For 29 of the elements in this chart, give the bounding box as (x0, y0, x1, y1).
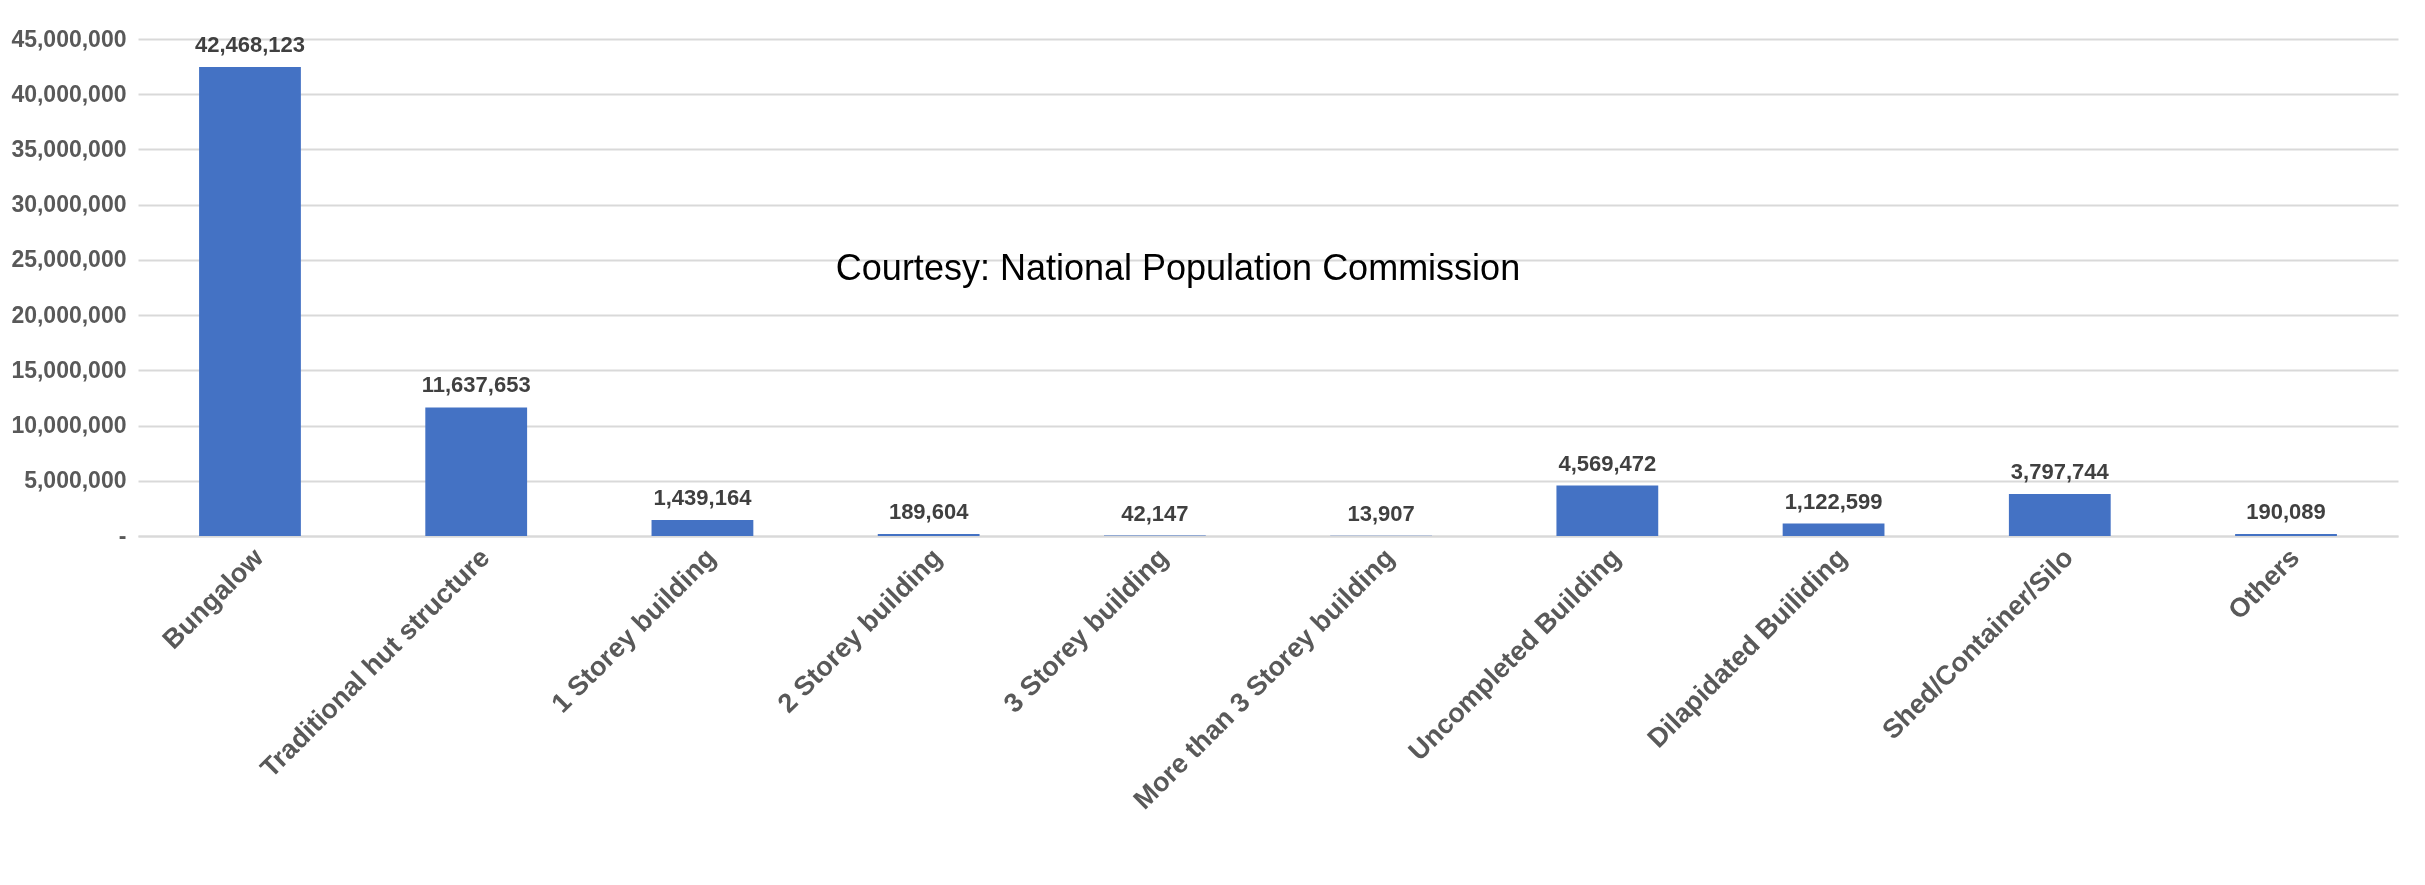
data-label: 190,089 (2246, 498, 2326, 524)
bar (1782, 523, 1885, 536)
y-tick-label: 5,000,000 (24, 467, 127, 494)
data-label: 1,122,599 (1784, 488, 1883, 514)
data-label: 42,468,123 (194, 31, 306, 57)
data-label: 42,147 (1121, 500, 1189, 526)
bar (1556, 485, 1659, 536)
bar (2235, 533, 2337, 536)
y-tick-label: - (118, 522, 127, 549)
data-label: 1,439,164 (653, 485, 753, 511)
y-tick-label: 10,000,000 (11, 412, 127, 439)
y-tick-label: 25,000,000 (11, 246, 127, 273)
bar (877, 533, 980, 536)
y-tick-label: 15,000,000 (11, 356, 127, 383)
y-tick-label: 20,000,000 (11, 301, 127, 328)
bar (651, 520, 754, 536)
data-label: 189,604 (888, 498, 970, 524)
y-tick-label: 35,000,000 (11, 135, 127, 162)
y-tick-label: 45,000,000 (11, 25, 127, 52)
data-label: 4,569,472 (1558, 450, 1657, 476)
data-label: 3,797,744 (2010, 459, 2110, 485)
y-tick-label: 40,000,000 (11, 80, 127, 107)
data-label: 11,637,653 (421, 372, 531, 398)
bar (199, 66, 301, 536)
data-label: 13,907 (1347, 500, 1415, 526)
y-tick-label: 30,000,000 (11, 191, 127, 218)
bar (2008, 494, 2111, 536)
annotation: Courtesy: National Population Commission (835, 247, 1521, 288)
bar (425, 407, 528, 536)
